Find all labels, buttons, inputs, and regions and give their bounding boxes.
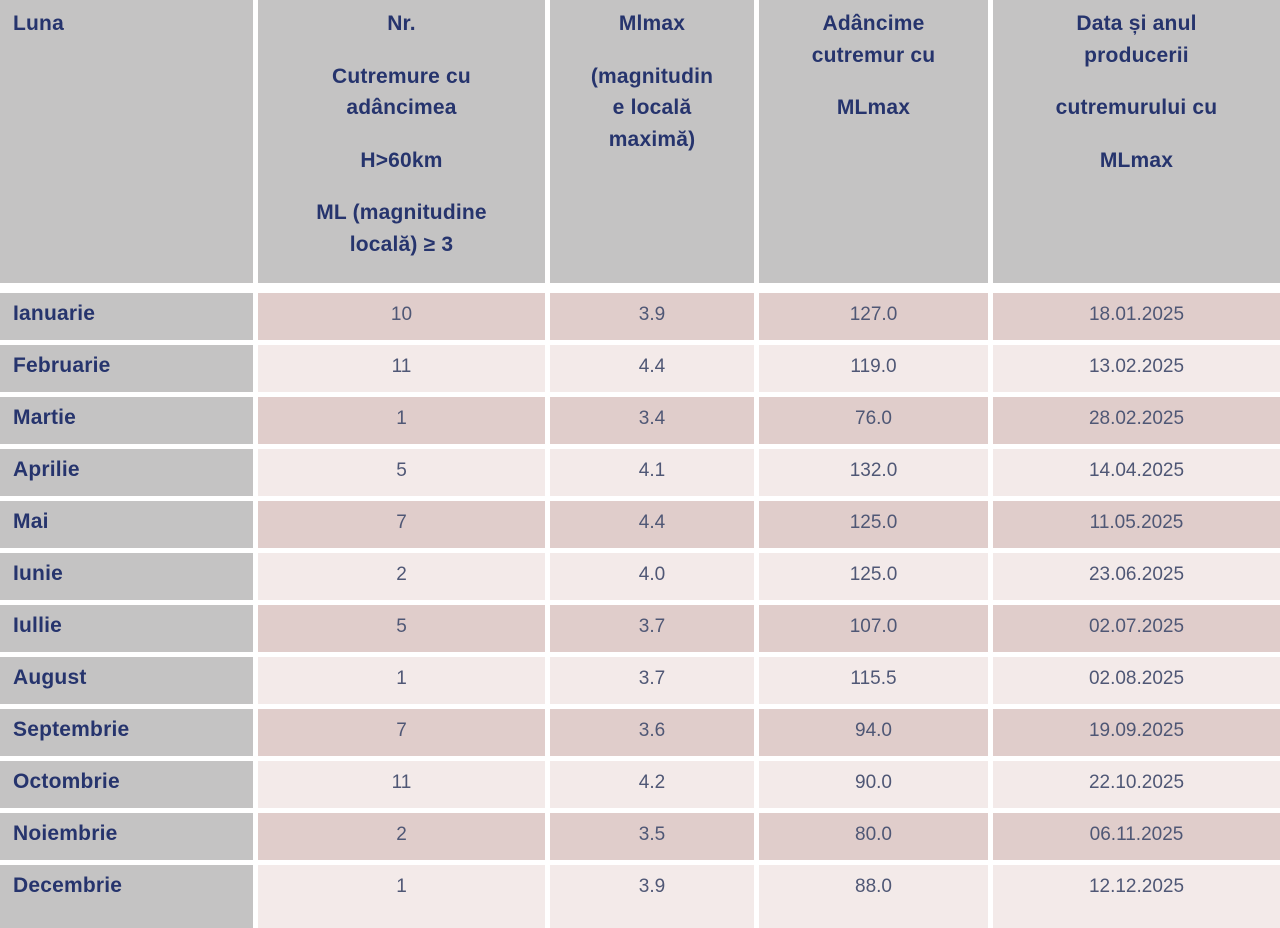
value-cell-data: 22.10.2025 xyxy=(993,761,1280,808)
value-cell-nr: 11 xyxy=(258,345,545,392)
value-cell-data: 06.11.2025 xyxy=(993,813,1280,860)
header-cell-data: Data și anul producerii cutremurului cu ML… xyxy=(993,0,1280,288)
header-text-line: Mlmax xyxy=(618,12,686,35)
header-cell-nr: Nr. Cutremure cu adâncimea H>60km ML (magni… xyxy=(258,0,545,288)
value-cell-adancime: 119.0 xyxy=(759,345,988,392)
value-cell-mlmax: 4.4 xyxy=(550,501,754,548)
value-cell-data: 12.12.2025 xyxy=(993,865,1280,928)
value-cell-adancime: 127.0 xyxy=(759,293,988,340)
header-text-line: MLmax xyxy=(1099,148,1174,172)
month-cell: Noiembrie xyxy=(0,813,253,860)
value-cell-nr: 2 xyxy=(258,553,545,600)
header-text-line: H>60km xyxy=(360,148,443,172)
header-text-line: Data și anul producerii xyxy=(1076,12,1197,67)
value-cell-nr: 7 xyxy=(258,501,545,548)
value-cell-adancime: 80.0 xyxy=(759,813,988,860)
value-cell-data: 23.06.2025 xyxy=(993,553,1280,600)
value-cell-data: 18.01.2025 xyxy=(993,293,1280,340)
value-cell-nr: 1 xyxy=(258,397,545,444)
value-cell-nr: 1 xyxy=(258,865,545,928)
value-cell-mlmax: 3.9 xyxy=(550,293,754,340)
value-cell-mlmax: 4.4 xyxy=(550,345,754,392)
value-cell-mlmax: 3.7 xyxy=(550,657,754,704)
month-cell: Decembrie xyxy=(0,865,253,928)
value-cell-adancime: 94.0 xyxy=(759,709,988,756)
header-text-line: ML (magnitudine locală) ≥ 3 xyxy=(316,201,487,256)
value-cell-adancime: 90.0 xyxy=(759,761,988,808)
month-cell: Iullie xyxy=(0,605,253,652)
value-cell-adancime: 76.0 xyxy=(759,397,988,444)
value-cell-adancime: 115.5 xyxy=(759,657,988,704)
header-text-line: cutremurului cu xyxy=(1055,96,1218,119)
header-cell-luna: Luna xyxy=(0,0,253,288)
value-cell-adancime: 125.0 xyxy=(759,501,988,548)
header-cell-adancime: Adâncime cutremur cu MLmax xyxy=(759,0,988,288)
value-cell-nr: 5 xyxy=(258,449,545,496)
value-cell-adancime: 132.0 xyxy=(759,449,988,496)
month-cell: Septembrie xyxy=(0,709,253,756)
value-cell-data: 19.09.2025 xyxy=(993,709,1280,756)
value-cell-nr: 5 xyxy=(258,605,545,652)
value-cell-nr: 11 xyxy=(258,761,545,808)
month-cell: Octombrie xyxy=(0,761,253,808)
value-cell-mlmax: 3.6 xyxy=(550,709,754,756)
value-cell-mlmax: 4.2 xyxy=(550,761,754,808)
value-cell-mlmax: 3.4 xyxy=(550,397,754,444)
value-cell-mlmax: 3.7 xyxy=(550,605,754,652)
header-text-line: Cutremure cu adâncimea xyxy=(332,64,471,120)
value-cell-mlmax: 4.0 xyxy=(550,553,754,600)
month-cell: Februarie xyxy=(0,345,253,392)
value-cell-nr: 10 xyxy=(258,293,545,340)
month-cell: Iunie xyxy=(0,553,253,600)
value-cell-nr: 7 xyxy=(258,709,545,756)
header-text-line: Nr. xyxy=(387,12,416,35)
value-cell-data: 13.02.2025 xyxy=(993,345,1280,392)
value-cell-nr: 1 xyxy=(258,657,545,704)
value-cell-data: 02.07.2025 xyxy=(993,605,1280,652)
value-cell-mlmax: 3.9 xyxy=(550,865,754,928)
header-text-line: Luna xyxy=(13,12,64,35)
value-cell-nr: 2 xyxy=(258,813,545,860)
header-text-line: Adâncime cutremur cu xyxy=(811,12,936,67)
value-cell-adancime: 107.0 xyxy=(759,605,988,652)
value-cell-data: 02.08.2025 xyxy=(993,657,1280,704)
month-cell: Aprilie xyxy=(0,449,253,496)
month-cell: Mai xyxy=(0,501,253,548)
value-cell-adancime: 125.0 xyxy=(759,553,988,600)
month-cell: Martie xyxy=(0,397,253,444)
value-cell-data: 28.02.2025 xyxy=(993,397,1280,444)
value-cell-mlmax: 3.5 xyxy=(550,813,754,860)
value-cell-adancime: 88.0 xyxy=(759,865,988,928)
value-cell-mlmax: 4.1 xyxy=(550,449,754,496)
header-text-line: (magnitudin e locală maximă) xyxy=(590,64,714,151)
header-cell-mlmax: Mlmax (magnitudin e locală maximă) xyxy=(550,0,754,288)
month-cell: August xyxy=(0,657,253,704)
value-cell-data: 11.05.2025 xyxy=(993,501,1280,548)
header-text-line: MLmax xyxy=(836,96,911,119)
month-cell: Ianuarie xyxy=(0,293,253,340)
value-cell-data: 14.04.2025 xyxy=(993,449,1280,496)
